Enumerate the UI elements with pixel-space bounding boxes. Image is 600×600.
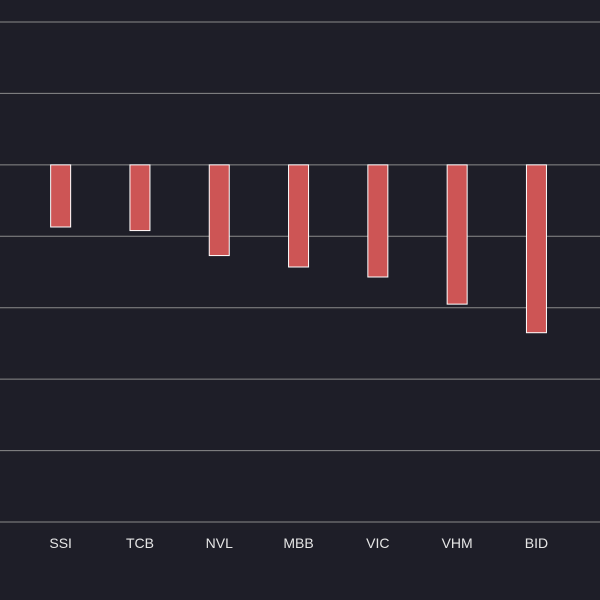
bar-mbb: [288, 164, 310, 268]
bar-vic: [367, 164, 389, 278]
x-tick-label-vic: VIC: [366, 535, 389, 551]
x-tick-label-bid: BID: [525, 535, 548, 551]
bar-bid: [525, 164, 547, 334]
x-tick-label-tcb: TCB: [126, 535, 154, 551]
bar-ssi: [50, 164, 72, 228]
bar-tcb: [129, 164, 151, 232]
x-tick-label-ssi: SSI: [49, 535, 72, 551]
bar-nvl: [208, 164, 230, 257]
x-tick-labels: SSITCBNVLMBBVICVHMBIDH: [49, 535, 548, 551]
gridlines: [0, 21, 600, 523]
bars: [50, 164, 547, 334]
x-tick-label-nvl: NVL: [206, 535, 233, 551]
bar-vhm: [446, 164, 468, 305]
x-tick-label-vhm: VHM: [442, 535, 473, 551]
x-tick-label-mbb: MBB: [283, 535, 313, 551]
